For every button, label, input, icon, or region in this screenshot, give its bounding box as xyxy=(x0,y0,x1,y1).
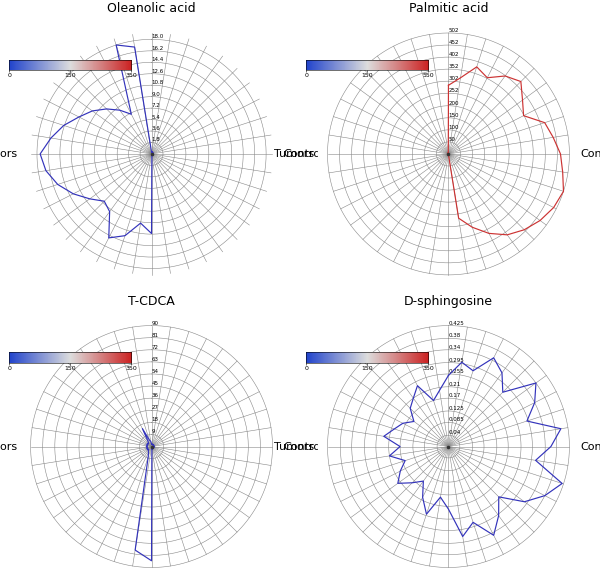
Text: Tumors: Tumors xyxy=(0,149,17,159)
Text: Controls: Controls xyxy=(580,149,600,159)
Text: Tumors: Tumors xyxy=(0,441,17,452)
Title: Palmitic acid: Palmitic acid xyxy=(409,2,488,15)
Text: Tumors: Tumors xyxy=(274,441,314,452)
Title: T-CDCA: T-CDCA xyxy=(128,295,175,308)
Text: Controls: Controls xyxy=(580,441,600,452)
Title: Oleanolic acid: Oleanolic acid xyxy=(107,2,196,15)
Text: Controls: Controls xyxy=(283,149,329,159)
Text: Controls: Controls xyxy=(283,441,329,452)
Text: Tumors: Tumors xyxy=(274,149,314,159)
Title: D-sphingosine: D-sphingosine xyxy=(404,295,493,308)
